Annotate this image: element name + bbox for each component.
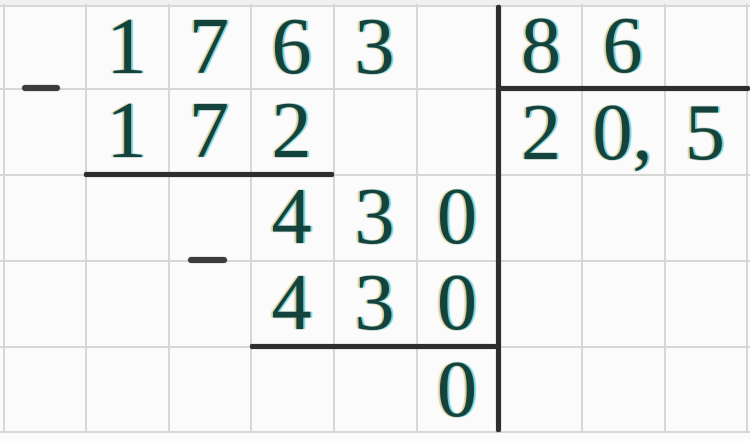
page-margin-strip: [0, 0, 750, 5]
grid-line: [250, 4, 252, 433]
subtrahend2-digit: 0: [437, 259, 477, 347]
grid-line: [333, 4, 335, 433]
subtrahend1-digit: 7: [189, 87, 229, 175]
dividend-digit: 7: [189, 3, 229, 91]
subtrahend2-digit: 3: [354, 259, 395, 347]
divisor-digit: 8: [521, 2, 561, 90]
grid-line: [0, 431, 750, 433]
quotient-digit: 5: [685, 89, 725, 177]
subtraction2-underline: [250, 344, 500, 349]
final-remainder-digit: 0: [437, 346, 477, 434]
remainder1-digit: 0: [437, 173, 477, 261]
division-vertical-bar: [496, 5, 501, 432]
divisor-digit: 6: [602, 2, 643, 90]
grid-line: [3, 4, 5, 433]
grid-line: [0, 88, 750, 90]
dividend-digit: 1: [106, 3, 147, 91]
quotient-digit: 0,: [592, 89, 653, 177]
grid-line: [416, 4, 418, 433]
subtrahend1-digit: 2: [271, 87, 312, 175]
dividend-digit: 3: [354, 3, 395, 91]
remainder1-digit: 4: [271, 173, 312, 261]
grid-line: [85, 4, 87, 433]
minus-icon: [22, 85, 60, 91]
subtrahend1-digit: 1: [106, 87, 147, 175]
grid-line: [664, 4, 666, 433]
grid-line: [746, 4, 748, 433]
grid-line: [168, 4, 170, 433]
grid-line: [0, 174, 750, 176]
divisor-underline: [498, 86, 750, 91]
dividend-digit: 6: [271, 3, 312, 91]
minus-icon: [188, 257, 227, 263]
grid-line: [581, 4, 583, 433]
remainder1-digit: 3: [354, 173, 395, 261]
quotient-digit: 2: [521, 89, 561, 177]
subtrahend2-digit: 4: [271, 259, 312, 347]
subtraction1-underline: [84, 172, 334, 177]
grid-line: [0, 5, 750, 7]
grid-line: [0, 260, 750, 262]
